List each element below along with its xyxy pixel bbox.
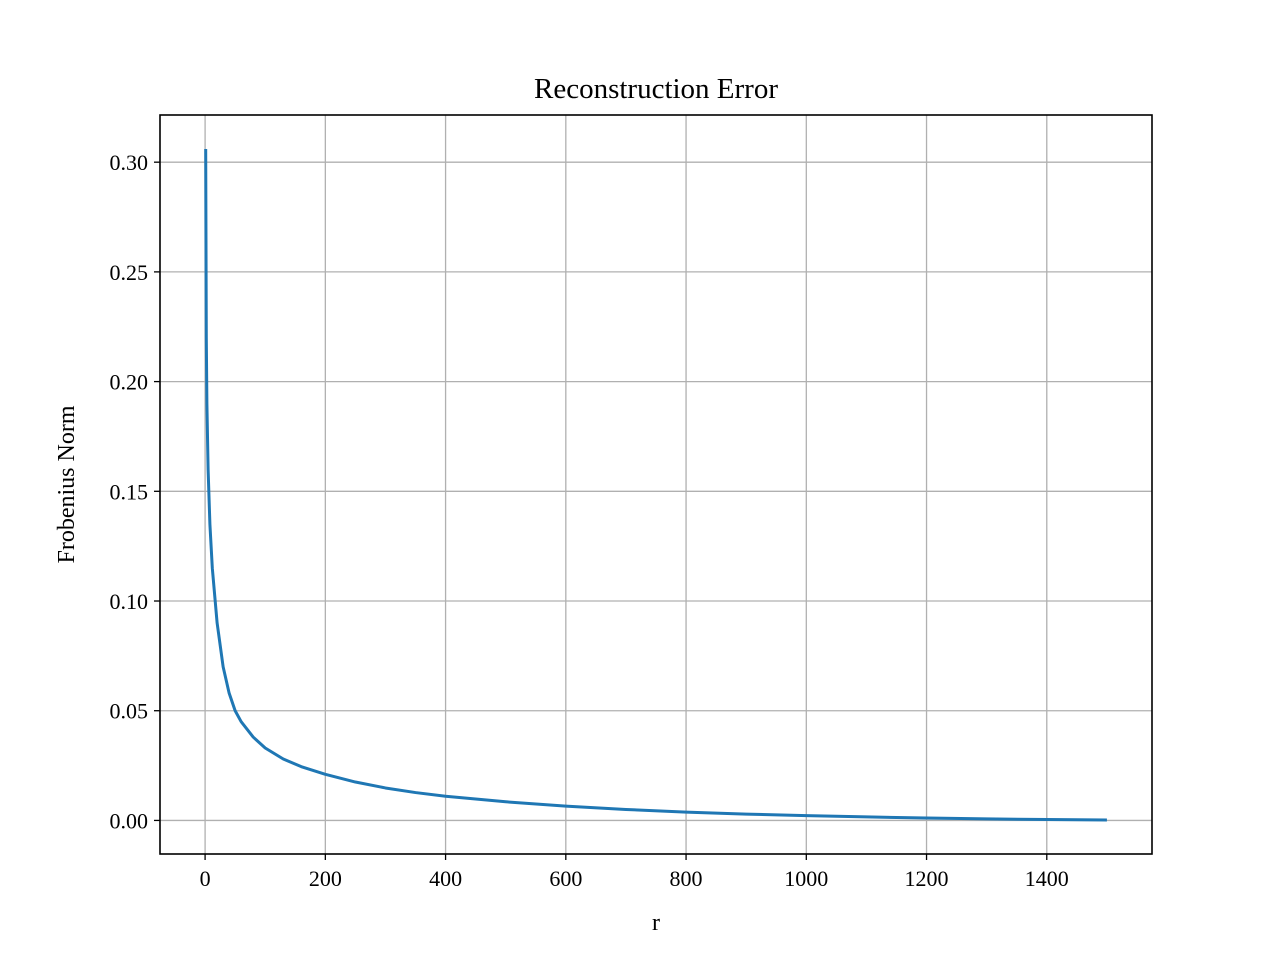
y-tick-label: 0.25: [110, 260, 149, 285]
y-tick-label: 0.00: [110, 808, 149, 833]
axes-frame: [159, 114, 1153, 855]
ticks: 0 200 400 600 800 1000 1200 1400 0.00 0.05 0.10 0.1…: [110, 150, 1069, 891]
grid: [160, 115, 1152, 854]
x-tick-label: 0: [200, 866, 211, 891]
x-tick-label: 400: [429, 866, 462, 891]
x-tick-label: 1200: [905, 866, 949, 891]
series-line: [204, 149, 1107, 822]
x-tick-label: 800: [670, 866, 703, 891]
y-tick-label: 0.15: [110, 479, 149, 504]
y-axis-label: Frobenius Norm: [54, 405, 80, 563]
x-tick-label: 600: [549, 866, 582, 891]
x-tick-label: 1000: [784, 866, 828, 891]
x-axis-label: r: [652, 910, 660, 936]
y-tick-label: 0.05: [110, 699, 149, 724]
y-tick-label: 0.30: [110, 150, 149, 175]
chart-title: Reconstruction Error: [534, 73, 778, 105]
y-tick-label: 0.20: [110, 370, 149, 395]
x-tick-label: 200: [309, 866, 342, 891]
y-tick-label: 0.10: [110, 589, 149, 614]
series-layer: [204, 149, 1107, 822]
x-tick-label: 1400: [1025, 866, 1069, 891]
